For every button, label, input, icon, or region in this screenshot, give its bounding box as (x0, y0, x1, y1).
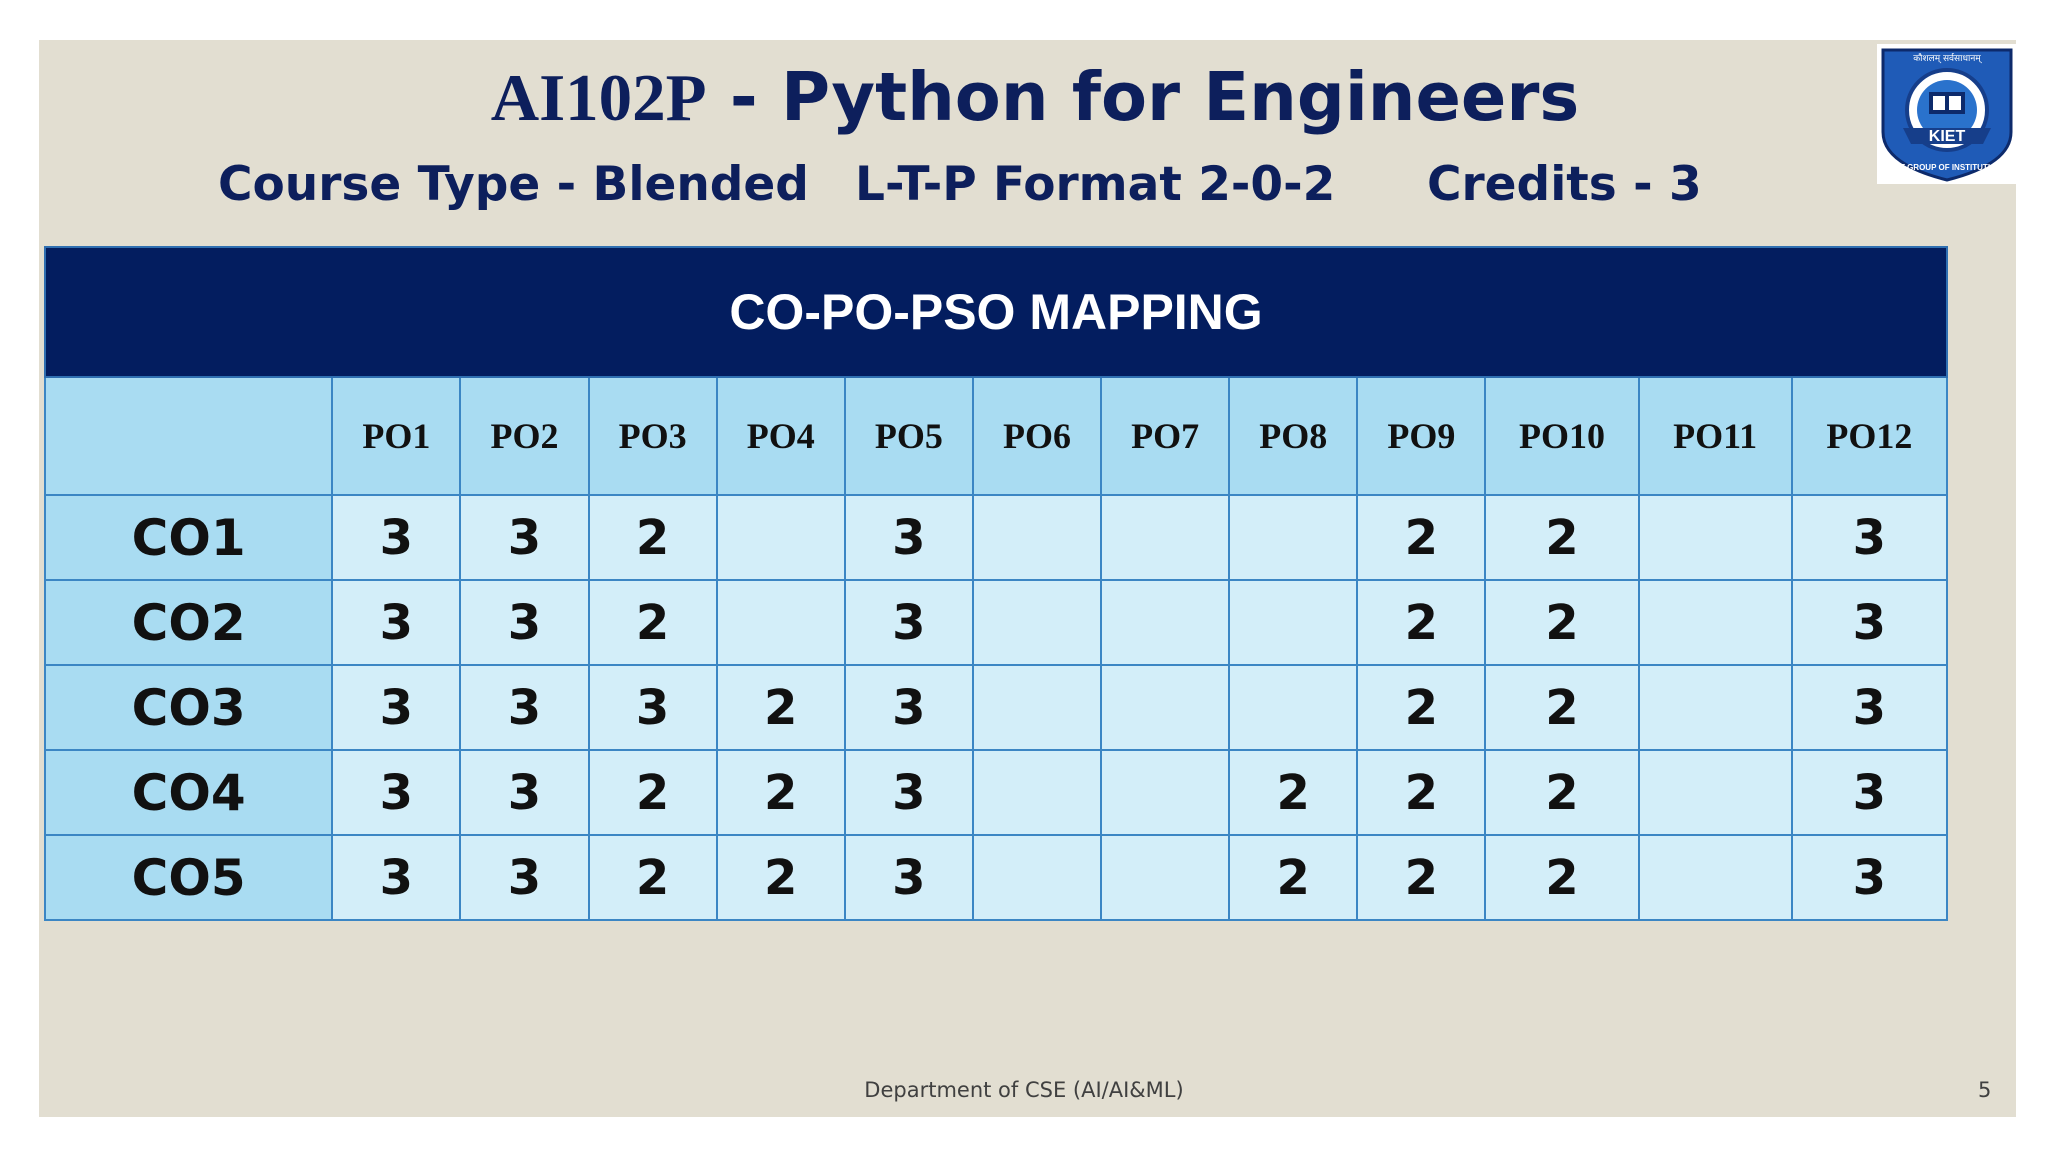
mapping-cell (971, 494, 1103, 581)
po-column-header: PO11 (1637, 376, 1793, 496)
logo-center-text: KIET (1929, 128, 1966, 145)
kiet-logo: KIET कौशलम् सर्वसाधानम् KIET GROUP OF IN… (1877, 44, 2017, 184)
po-column-header: PO2 (459, 376, 590, 496)
co-row-label: CO3 (43, 664, 334, 751)
table-row: CO2 3 3 2 3 2 2 3 (43, 579, 1949, 666)
po-column-header: PO9 (1356, 376, 1487, 496)
co-row-label: CO1 (43, 494, 334, 581)
course-name: - Python for Engineers (706, 58, 1580, 136)
table-row: CO4 3 3 2 2 3 2 2 2 3 (43, 749, 1949, 836)
po-column-header: PO7 (1100, 376, 1231, 496)
mapping-cell: 3 (459, 579, 590, 666)
mapping-cell (971, 834, 1103, 921)
mapping-cell (1228, 494, 1359, 581)
mapping-cell: 3 (331, 494, 462, 581)
mapping-cell (1100, 749, 1231, 836)
ltp-format: L-T-P Format 2-0-2 (855, 157, 1336, 212)
po-column-header: PO5 (843, 376, 974, 496)
mapping-cell (1637, 834, 1793, 921)
course-type: Course Type - Blended (218, 157, 809, 212)
mapping-cell (971, 664, 1103, 751)
mapping-cell: 3 (843, 494, 974, 581)
mapping-cell (1637, 664, 1793, 751)
mapping-cell: 3 (843, 834, 974, 921)
table-row: CO3 3 3 3 2 3 2 2 3 (43, 664, 1949, 751)
mapping-cell: 2 (715, 834, 846, 921)
mapping-cell: 2 (1228, 834, 1359, 921)
table-row: CO5 3 3 2 2 3 2 2 2 3 (43, 834, 1949, 921)
mapping-cell (1637, 579, 1793, 666)
mapping-cell: 2 (715, 664, 846, 751)
credits: Credits - 3 (1427, 157, 1702, 212)
po-column-header: PO4 (715, 376, 846, 496)
mapping-cell: 3 (459, 834, 590, 921)
logo-motto: कौशलम् सर्वसाधानम् (1913, 52, 1982, 64)
mapping-cell: 3 (459, 494, 590, 581)
mapping-cell: 2 (1484, 494, 1640, 581)
mapping-cell: 3 (459, 749, 590, 836)
po-column-header: PO8 (1228, 376, 1359, 496)
table-title: CO-PO-PSO MAPPING (44, 246, 1948, 378)
mapping-cell: 2 (1356, 579, 1487, 666)
co-po-mapping-table: CO-PO-PSO MAPPING PO1 PO2 PO3 PO4 PO5 PO6 PO7 P… (43, 246, 1949, 921)
po-column-header: PO6 (971, 376, 1103, 496)
mapping-cell: 2 (1356, 494, 1487, 581)
po-header-row: PO1 PO2 PO3 PO4 PO5 PO6 PO7 PO8 PO9 PO10 PO11 PO12 (43, 376, 1949, 496)
mapping-cell: 2 (587, 749, 718, 836)
mapping-cell: 3 (587, 664, 718, 751)
mapping-cell (1100, 494, 1231, 581)
mapping-cell: 3 (331, 664, 462, 751)
mapping-cell: 3 (1790, 579, 1949, 666)
mapping-cell: 2 (1228, 749, 1359, 836)
mapping-cell (1100, 834, 1231, 921)
mapping-cell: 3 (1790, 749, 1949, 836)
mapping-cell: 3 (459, 664, 590, 751)
mapping-cell (1637, 494, 1793, 581)
mapping-cell (715, 494, 846, 581)
mapping-cell: 2 (587, 834, 718, 921)
mapping-cell: 3 (1790, 664, 1949, 751)
mapping-cell: 2 (587, 494, 718, 581)
mapping-cell: 2 (715, 749, 846, 836)
logo-outer-text: KIET GROUP OF INSTITUTIONS (1887, 163, 2008, 172)
mapping-cell: 3 (843, 579, 974, 666)
mapping-cell: 2 (1356, 749, 1487, 836)
mapping-cell: 3 (1790, 494, 1949, 581)
mapping-cell (971, 579, 1103, 666)
po-column-header: PO12 (1790, 376, 1949, 496)
mapping-cell: 2 (1484, 834, 1640, 921)
table-row: CO1 3 3 2 3 2 2 3 (43, 494, 1949, 581)
mapping-cell (715, 579, 846, 666)
mapping-cell (1637, 749, 1793, 836)
mapping-cell (971, 749, 1103, 836)
mapping-cell: 2 (1356, 834, 1487, 921)
mapping-cell: 3 (331, 834, 462, 921)
co-row-label: CO5 (43, 834, 334, 921)
mapping-cell (1228, 664, 1359, 751)
po-column-header: PO3 (587, 376, 718, 496)
mapping-cell: 3 (331, 749, 462, 836)
mapping-cell (1100, 579, 1231, 666)
mapping-cell (1228, 579, 1359, 666)
mapping-cell: 3 (843, 664, 974, 751)
co-row-label: CO2 (43, 579, 334, 666)
po-column-header: PO10 (1484, 376, 1640, 496)
mapping-cell: 2 (1484, 664, 1640, 751)
mapping-cell: 3 (331, 579, 462, 666)
mapping-cell: 2 (1356, 664, 1487, 751)
mapping-cell: 3 (843, 749, 974, 836)
slide-title: AI102P - Python for Engineers (0, 52, 2048, 143)
mapping-cell: 2 (587, 579, 718, 666)
footer-department: Department of CSE (AI/AI&ML) (864, 1078, 1184, 1102)
mapping-cell: 2 (1484, 579, 1640, 666)
page-number: 5 (1978, 1078, 1992, 1102)
mapping-cell: 3 (1790, 834, 1949, 921)
co-row-label: CO4 (43, 749, 334, 836)
course-code: AI102P (490, 61, 707, 135)
mapping-cell: 2 (1484, 749, 1640, 836)
corner-cell (43, 376, 334, 496)
mapping-cell (1100, 664, 1231, 751)
po-column-header: PO1 (331, 376, 462, 496)
